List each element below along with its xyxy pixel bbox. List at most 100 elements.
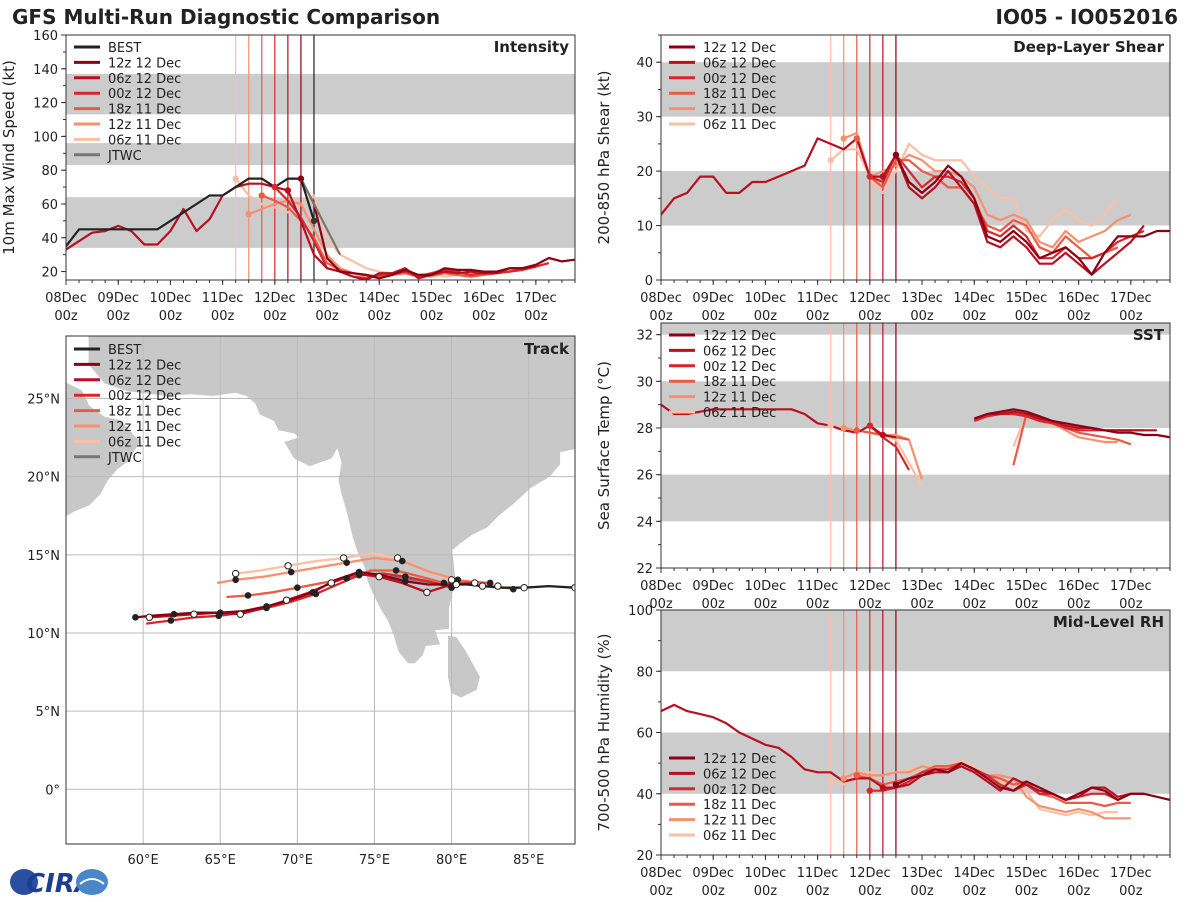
track-panel: 60°E 65°E 70°E 75°E 80°E 85°E 0° 5°N 10°N 15°N 20°… bbox=[27, 335, 576, 868]
sst-xtick-day: 13Dec bbox=[901, 579, 943, 594]
intensity-init-point bbox=[271, 183, 279, 191]
shear-legend-label: 06z 11 Dec bbox=[703, 118, 776, 133]
intensity-ytick-label: 40 bbox=[41, 232, 58, 247]
track-xtick-label: 85°E bbox=[513, 853, 544, 868]
rh-xtick-day: 13Dec bbox=[901, 866, 943, 881]
shear-init-point bbox=[853, 135, 860, 142]
shear-xtick-day: 12Dec bbox=[849, 291, 891, 306]
track-point bbox=[327, 579, 335, 587]
rh-ytick-label: 20 bbox=[636, 849, 653, 864]
sst-init-point bbox=[879, 431, 887, 439]
track-point bbox=[440, 579, 448, 587]
intensity-ytick-label: 120 bbox=[33, 97, 58, 112]
intensity-xtick-day: 14Dec bbox=[358, 291, 400, 306]
shear-ytick-label: 0 bbox=[645, 274, 653, 289]
intensity-xtick-hour: 00z bbox=[54, 309, 78, 324]
rh-xtick-day: 12Dec bbox=[849, 866, 891, 881]
sst-xtick-day: 15Dec bbox=[1006, 579, 1048, 594]
intensity-init-point bbox=[245, 210, 252, 218]
track-xtick-label: 80°E bbox=[436, 853, 467, 868]
sst-ytick-label: 30 bbox=[636, 375, 653, 390]
sst-init-point bbox=[866, 422, 874, 429]
intensity-ytick-label: 140 bbox=[33, 63, 58, 78]
sri-lanka-land bbox=[448, 635, 480, 698]
track-legend-label: 12z 11 Dec bbox=[108, 420, 181, 435]
sst-legend-label: 18z 11 Dec bbox=[703, 375, 776, 390]
sst-ytick-label: 32 bbox=[636, 329, 653, 344]
track-point bbox=[355, 568, 363, 576]
shear-xtick-day: 13Dec bbox=[901, 291, 943, 306]
sst-init-point bbox=[827, 422, 834, 429]
shear-xtick-hour: 00z bbox=[702, 309, 726, 324]
shear-series-line bbox=[829, 142, 1119, 238]
shear-init-point bbox=[879, 173, 887, 180]
rh-xtick-day: 11Dec bbox=[797, 866, 839, 881]
shear-xtick-hour: 00z bbox=[1119, 309, 1143, 324]
rh-xtick-day: 14Dec bbox=[953, 866, 995, 881]
track-legend-label: JTWC bbox=[107, 451, 142, 466]
rh-legend-label: 00z 12 Dec bbox=[703, 783, 776, 798]
track-point bbox=[284, 562, 292, 570]
intensity-xtick-day: 16Dec bbox=[463, 291, 505, 306]
shear-legend-label: 12z 12 Dec bbox=[703, 41, 776, 56]
sst-xtick-day: 08Dec bbox=[640, 579, 682, 594]
track-legend-label: 00z 12 Dec bbox=[108, 389, 181, 404]
track-point bbox=[494, 582, 502, 590]
shear-xtick-day: 08Dec bbox=[640, 291, 682, 306]
intensity-xtick-day: 11Dec bbox=[202, 291, 244, 306]
sst-xtick-hour: 00z bbox=[1067, 597, 1091, 612]
sst-band bbox=[661, 474, 1170, 522]
sst-legend-label: 00z 12 Dec bbox=[703, 360, 776, 375]
intensity-xtick-hour: 00z bbox=[524, 309, 548, 324]
intensity-xtick-day: 10Dec bbox=[150, 291, 192, 306]
rh-band bbox=[661, 732, 1170, 794]
track-legend-label: 18z 11 Dec bbox=[108, 405, 181, 420]
rh-ytick-label: 60 bbox=[636, 727, 653, 742]
rh-legend-label: 18z 11 Dec bbox=[703, 798, 776, 813]
sst-series-line bbox=[973, 408, 1170, 439]
rh-band bbox=[661, 610, 1170, 672]
logo-globe-icon bbox=[10, 869, 38, 895]
intensity-init-point bbox=[232, 175, 239, 182]
intensity-xtick-hour: 00z bbox=[368, 309, 392, 324]
shear-xtick-day: 15Dec bbox=[1006, 291, 1048, 306]
intensity-title: Intensity bbox=[494, 38, 570, 56]
track-point bbox=[231, 569, 240, 578]
rh-xtick-hour: 00z bbox=[702, 884, 726, 899]
intensity-ytick-label: 80 bbox=[41, 164, 58, 179]
shear-title: Deep-Layer Shear bbox=[1013, 38, 1164, 56]
rh-xtick-day: 09Dec bbox=[692, 866, 734, 881]
track-ytick-label: 5°N bbox=[36, 705, 61, 720]
track-point bbox=[236, 610, 244, 618]
rh-xtick-hour: 00z bbox=[963, 884, 987, 899]
sst-xtick-day: 10Dec bbox=[745, 579, 787, 594]
track-point bbox=[486, 579, 494, 587]
sst-ytick-label: 22 bbox=[636, 562, 653, 577]
intensity-frame bbox=[65, 34, 576, 281]
shear-series-line bbox=[869, 153, 1145, 260]
sst-xtick-hour: 00z bbox=[1119, 597, 1143, 612]
rh-xtick-hour: 00z bbox=[1067, 884, 1091, 899]
track-legend-label: BEST bbox=[108, 343, 141, 358]
track-point bbox=[263, 603, 270, 610]
shear-ytick-label: 30 bbox=[636, 111, 653, 126]
intensity-init-point bbox=[297, 175, 305, 182]
intensity-legend-label: 12z 11 Dec bbox=[108, 118, 181, 133]
rh-xtick-hour: 00z bbox=[1119, 884, 1143, 899]
intensity-ytick-label: 20 bbox=[41, 266, 58, 281]
sst-panel: 22 24 26 28 30 32 08Dec 00z 09Dec 00z 10Dec 00z 11De… bbox=[595, 322, 1171, 612]
track-ytick-label: 25°N bbox=[27, 393, 60, 408]
shear-init-point bbox=[866, 173, 874, 180]
intensity-legend-label: 06z 12 Dec bbox=[108, 72, 181, 87]
intensity-legend-label: 06z 11 Dec bbox=[108, 133, 181, 148]
sst-plot-area bbox=[661, 323, 1170, 568]
rh-xtick-hour: 00z bbox=[649, 884, 673, 899]
intensity-xtick-day: 09Dec bbox=[97, 291, 139, 306]
track-point bbox=[402, 573, 409, 581]
shear-xtick-day: 17Dec bbox=[1110, 291, 1152, 306]
track-point bbox=[510, 585, 517, 593]
intensity-panel: 20 40 60 80 100 120 140 160 08Dec 00z 09Dec 00z 10De… bbox=[0, 29, 576, 324]
rh-series-line bbox=[895, 761, 1170, 802]
track-point bbox=[145, 613, 153, 622]
